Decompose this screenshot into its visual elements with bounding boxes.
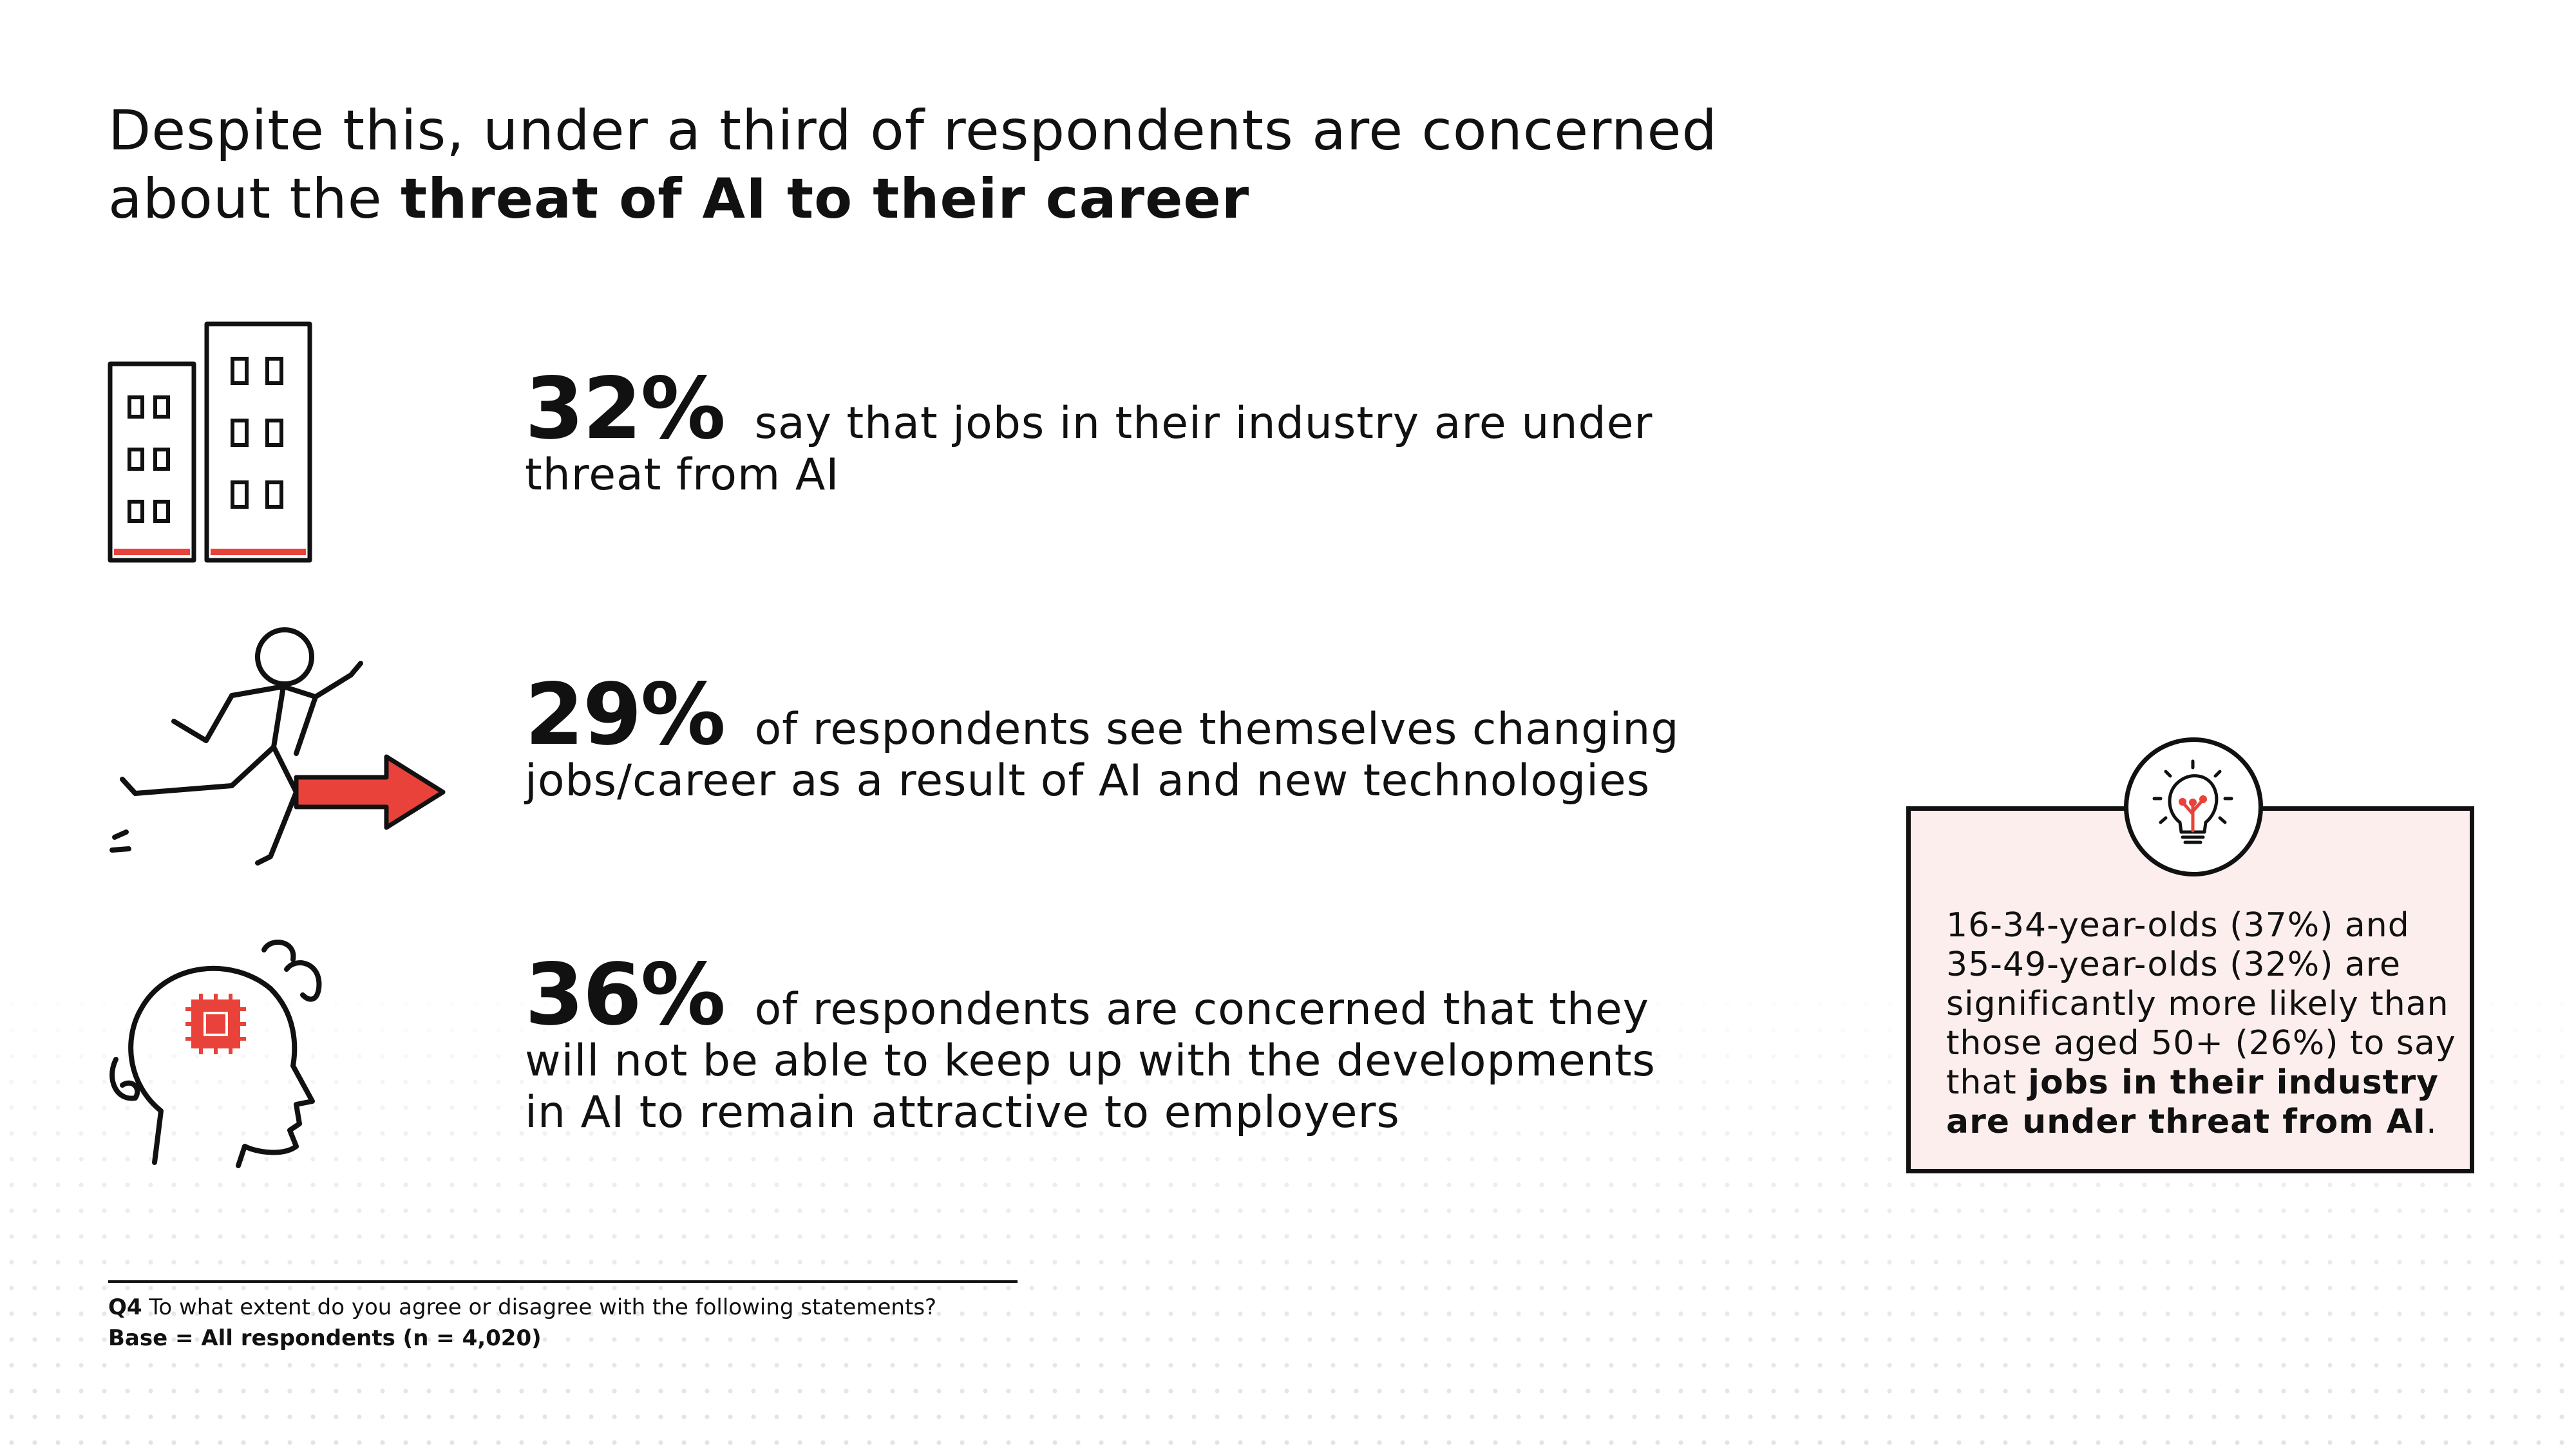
footnote-q-text: To what extent do you agree or disagree … — [142, 1294, 937, 1320]
page-title: Despite this, under a third of responden… — [108, 97, 1976, 233]
stat-1-text: say that jobs in their industry are unde… — [525, 398, 1653, 500]
footnote-base: Base = All respondents (n = 4,020) — [108, 1324, 1203, 1352]
title-line1: Despite this, under a third of responden… — [108, 99, 1718, 163]
footnote-rule — [108, 1280, 1018, 1283]
callout-text-main: 16-34-year-olds (37%) and 35-49-year-old… — [1946, 906, 2456, 1102]
stat-3-text: of respondents are concerned that they w… — [525, 984, 1656, 1138]
lightbulb-badge — [2124, 737, 2263, 876]
buildings-icon — [108, 321, 312, 563]
callout-text-end: . — [2426, 1103, 2438, 1141]
footnote-question: Q4 To what extent do you agree or disagr… — [108, 1293, 1203, 1321]
stat-3-percent: 36% — [525, 945, 726, 1045]
title-line2-prefix: about the — [108, 167, 401, 231]
title-line2-bold: threat of AI to their career — [400, 167, 1250, 231]
running-person-arrow-icon — [109, 627, 446, 866]
callout-text: 16-34-year-olds (37%) and 35-49-year-old… — [1946, 906, 2461, 1142]
lightbulb-icon — [2152, 759, 2233, 844]
callout-text-bold: jobs in their industry are under threat … — [1946, 1063, 2439, 1141]
footnote-q-label: Q4 — [108, 1294, 142, 1320]
head-chip-icon — [109, 940, 322, 1168]
stat-1-percent: 32% — [525, 359, 726, 459]
footnote-base-text: Base = All respondents (n = 4,020) — [108, 1325, 542, 1351]
stat-3: 36% of respondents are concerned that th… — [525, 952, 1697, 1139]
stat-2: 29% of respondents see themselves changi… — [525, 672, 1697, 807]
stat-2-percent: 29% — [525, 665, 726, 764]
stat-1: 32% say that jobs in their industry are … — [525, 366, 1697, 501]
callout-box: 16-34-year-olds (37%) and 35-49-year-old… — [1906, 806, 2474, 1173]
stat-2-text: of respondents see themselves changing j… — [525, 704, 1680, 806]
